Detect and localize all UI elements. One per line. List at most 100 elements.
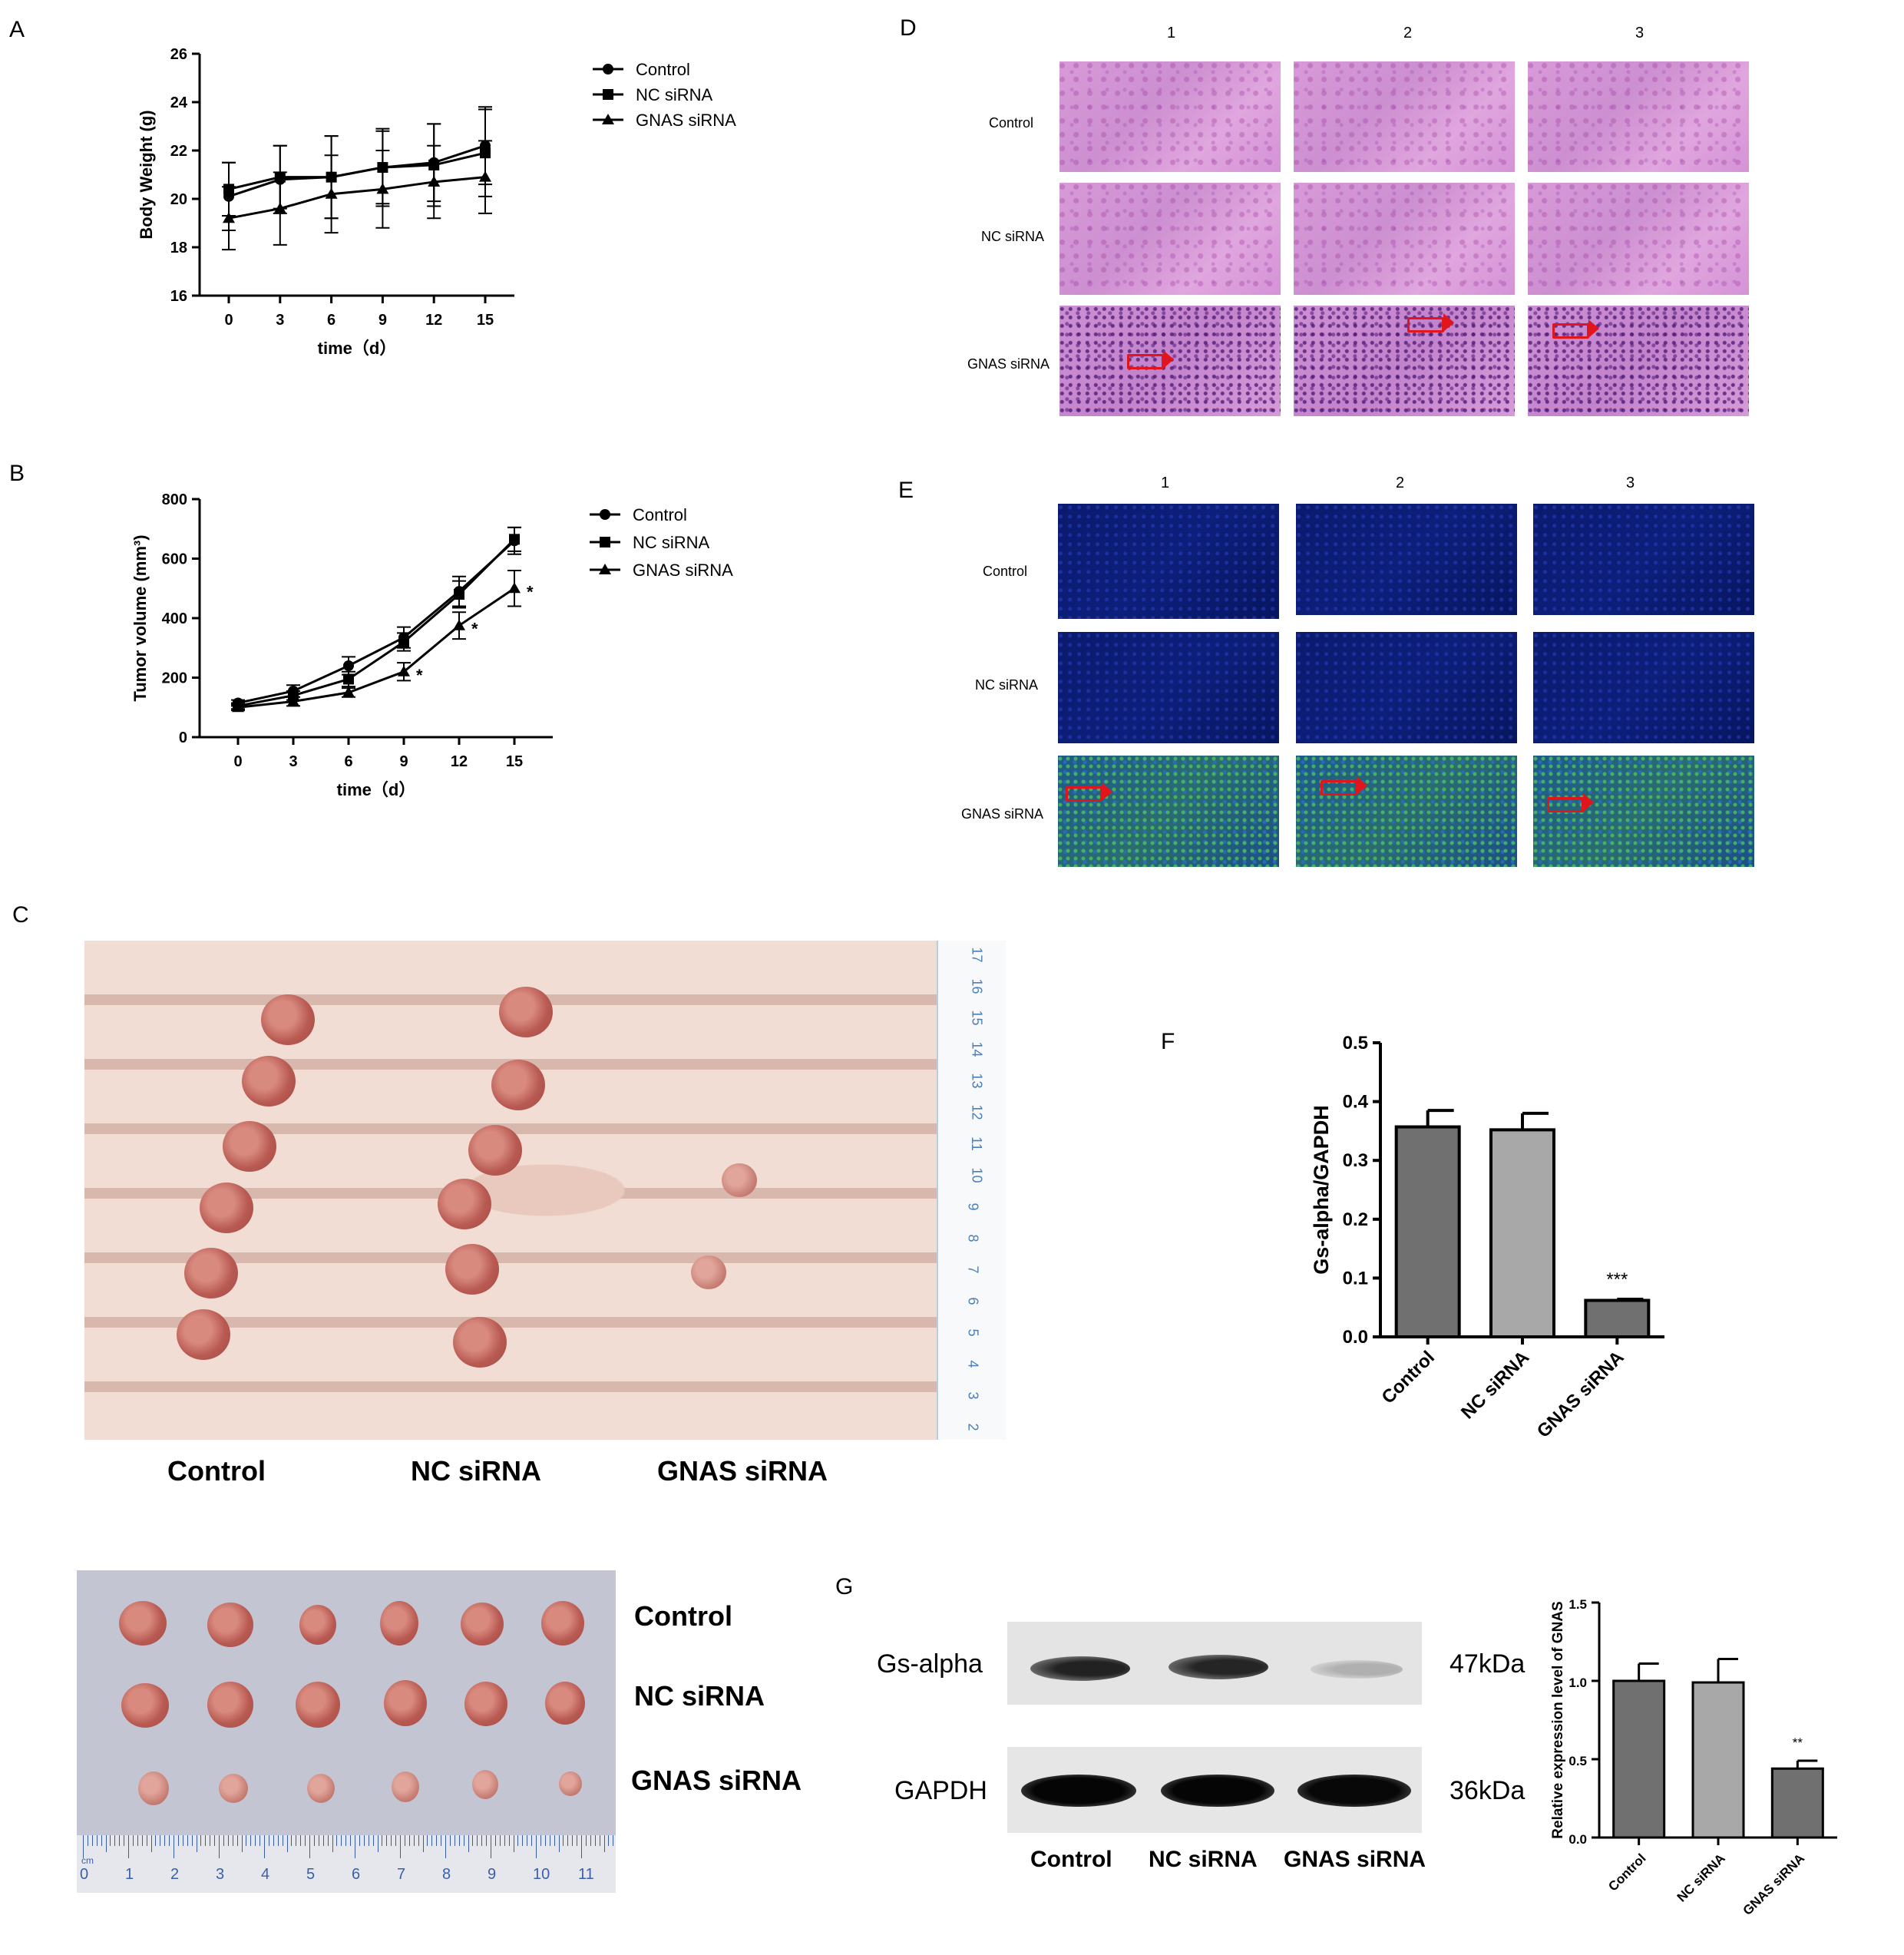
y-tick-label: 20 bbox=[170, 191, 187, 208]
ruler-unit: cm bbox=[81, 1855, 94, 1866]
legend-label: Control bbox=[636, 60, 690, 79]
ruler-tick bbox=[558, 1835, 560, 1852]
tumor-row-nc: NC siRNA bbox=[634, 1680, 765, 1712]
x-tick-label: GNAS siRNA bbox=[1533, 1347, 1628, 1442]
significance-mark: * bbox=[471, 620, 478, 639]
ruler-number: 2 bbox=[170, 1866, 180, 1883]
blot-band bbox=[1297, 1775, 1411, 1807]
y-tick-label: 24 bbox=[170, 94, 188, 111]
fl-col-3: 3 bbox=[1626, 475, 1635, 491]
legend-label: GNAS siRNA bbox=[633, 561, 733, 580]
ruler-tick bbox=[137, 1835, 138, 1846]
mice-photo: 17 16 15 14 13 12 11 10 9 8 7 6 5 4 3 2 bbox=[84, 941, 1006, 1440]
y-tick-label: 800 bbox=[162, 491, 187, 508]
bar bbox=[1489, 1128, 1555, 1338]
ruler-tick bbox=[341, 1835, 342, 1846]
ruler-tick bbox=[250, 1835, 252, 1846]
he-col-3: 3 bbox=[1635, 25, 1645, 41]
y-tick-label: 0.1 bbox=[1343, 1268, 1368, 1288]
panel-label-f: F bbox=[1161, 1029, 1175, 1054]
mouse-tumor bbox=[453, 1317, 507, 1368]
fl-image-gnas-2 bbox=[1296, 756, 1517, 867]
fl-image-nc-2 bbox=[1296, 632, 1517, 743]
x-axis-label: time（d） bbox=[337, 780, 416, 799]
ruler-tick bbox=[164, 1835, 166, 1846]
blot-band bbox=[1169, 1655, 1268, 1679]
ruler-tick bbox=[540, 1835, 541, 1846]
data-point bbox=[508, 582, 521, 594]
ruler-number: 12 bbox=[969, 1104, 985, 1120]
y-axis-label: Relative expression level of GNAS bbox=[1550, 1601, 1566, 1838]
x-tick-label: 12 bbox=[425, 312, 442, 329]
ruler-number: 2 bbox=[965, 1423, 981, 1431]
x-tick-label: 0 bbox=[233, 753, 242, 770]
he-row-gnas: GNAS siRNA bbox=[967, 356, 1050, 372]
y-tick-label: 26 bbox=[170, 46, 187, 63]
horizontal-ruler: cm 0 1 2 3 4 5 6 7 8 9 10 11 bbox=[77, 1835, 616, 1893]
bar bbox=[1394, 1125, 1461, 1338]
ruler-tick bbox=[400, 1835, 401, 1858]
excised-tumor bbox=[138, 1771, 169, 1805]
vertical-ruler: 17 16 15 14 13 12 11 10 9 8 7 6 5 4 3 2 bbox=[937, 941, 1006, 1440]
ruler-tick bbox=[481, 1835, 483, 1846]
ruler-number: 15 bbox=[969, 1010, 985, 1026]
ruler-tick bbox=[264, 1835, 265, 1858]
y-tick-label: 22 bbox=[170, 143, 187, 160]
x-tick-label: NC siRNA bbox=[1457, 1347, 1533, 1423]
ruler-tick bbox=[508, 1835, 510, 1846]
panel-label-c: C bbox=[12, 902, 29, 928]
he-image-control-1 bbox=[1059, 61, 1281, 172]
series-line bbox=[228, 144, 486, 198]
series-line bbox=[237, 587, 515, 709]
x-tick-label: 6 bbox=[327, 312, 336, 329]
excised-tumor bbox=[207, 1603, 253, 1647]
ruler-tick bbox=[241, 1835, 243, 1852]
x-tick-label: GNAS siRNA bbox=[1740, 1851, 1808, 1918]
data-point bbox=[232, 701, 244, 713]
he-image-nc-3 bbox=[1528, 183, 1749, 295]
mouse-tumor bbox=[722, 1163, 757, 1197]
ruler-number: 3 bbox=[965, 1391, 981, 1400]
x-tick-label: 15 bbox=[477, 312, 494, 329]
ruler-tick bbox=[458, 1835, 460, 1846]
ruler-tick bbox=[363, 1835, 365, 1846]
series-line bbox=[228, 176, 486, 220]
fl-image-control-2 bbox=[1296, 504, 1517, 615]
mice-label-control: Control bbox=[167, 1455, 266, 1487]
ruler-tick bbox=[422, 1835, 424, 1852]
blot-band bbox=[1161, 1775, 1274, 1807]
he-image-gnas-2 bbox=[1294, 306, 1515, 416]
fl-image-control-1 bbox=[1058, 504, 1279, 619]
ruler-tick bbox=[449, 1835, 451, 1846]
data-point bbox=[325, 187, 338, 199]
y-tick-label: 1.0 bbox=[1568, 1675, 1587, 1690]
y-tick-label: 0.3 bbox=[1343, 1150, 1368, 1171]
ruler-tick bbox=[413, 1835, 415, 1846]
significance-mark: * bbox=[416, 666, 423, 685]
ruler-number: 11 bbox=[578, 1866, 594, 1883]
data-point bbox=[343, 673, 354, 685]
ruler-tick bbox=[255, 1835, 256, 1846]
ruler-number: 6 bbox=[352, 1866, 361, 1883]
ruler-tick bbox=[436, 1835, 438, 1846]
y-tick-label: 0.2 bbox=[1343, 1209, 1368, 1230]
excised-tumor bbox=[559, 1771, 582, 1796]
body-weight-chart: 16 18 20 22 24 26 0 3 6 9 12 15 time（d） Body Weight (… bbox=[137, 46, 736, 358]
excised-tumor bbox=[545, 1682, 585, 1725]
ruler-tick bbox=[200, 1835, 202, 1846]
ruler-tick bbox=[205, 1835, 207, 1846]
mouse-tumor bbox=[200, 1183, 253, 1233]
ruler-tick bbox=[477, 1835, 478, 1846]
ruler-tick bbox=[544, 1835, 546, 1846]
mouse-tumor bbox=[468, 1125, 522, 1176]
y-tick-label: 18 bbox=[170, 240, 187, 256]
ruler-number: 4 bbox=[965, 1360, 981, 1368]
fl-col-1: 1 bbox=[1161, 475, 1170, 491]
mice-label-gnas: GNAS siRNA bbox=[657, 1455, 828, 1487]
y-tick-label: 0.5 bbox=[1568, 1754, 1587, 1768]
ruler-number: 0 bbox=[80, 1866, 89, 1883]
ruler-tick bbox=[110, 1835, 111, 1846]
data-point bbox=[453, 619, 465, 630]
blot-lane-nc: NC siRNA bbox=[1149, 1847, 1258, 1872]
ruler-tick bbox=[155, 1835, 157, 1846]
